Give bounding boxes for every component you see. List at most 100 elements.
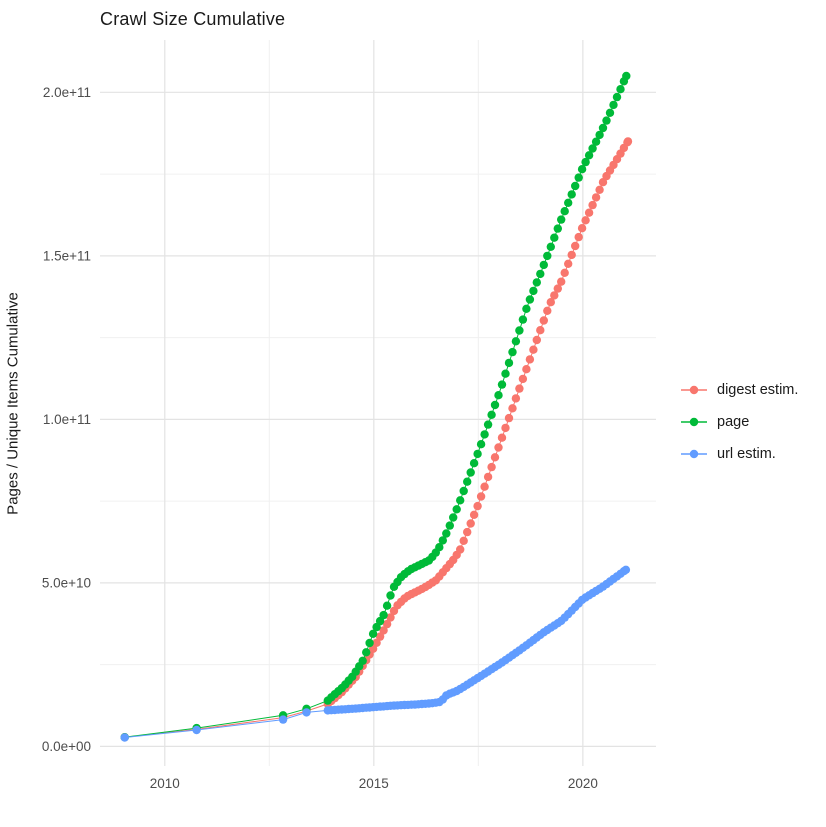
data-point [480,430,489,439]
data-point [539,260,548,270]
data-point [574,173,583,182]
data-point [501,369,510,378]
data-point [504,413,514,423]
data-point [508,347,517,357]
data-point [584,208,594,217]
data-point [605,108,615,118]
data-point [480,482,489,491]
data-point [525,295,535,304]
data-point [382,619,392,629]
axis-tick-labels: 0.0e+00 5.0e+10 1.0e+11 1.5e+11 2.0e+11 2010 2… [42,85,598,791]
x-tick-label: 2020 [568,776,598,791]
data-point [362,648,371,657]
gridlines-minor [100,40,656,766]
data-point [490,400,500,410]
data-point [564,198,573,207]
data-point [564,259,573,268]
data-point [588,144,597,153]
x-tick-label: 2010 [150,776,180,791]
data-point [515,384,524,393]
data-point [525,355,535,364]
data-point [483,420,493,429]
data-point [543,251,552,261]
data-point [591,137,601,146]
data-point [616,85,625,94]
data-point [508,404,517,413]
data-point [557,215,566,224]
data-point [466,519,475,528]
series-url-estim- [120,565,631,742]
data-point [529,286,538,296]
data-point [515,326,524,335]
data-point [560,268,569,277]
legend-item-page: page [680,406,798,438]
data-point [476,440,486,449]
data-point [497,433,507,442]
data-point [375,632,385,641]
data-point [302,708,311,717]
data-point [379,626,388,635]
data-point [557,277,566,286]
data-point [278,715,288,724]
data-point [550,291,559,300]
y-tick-label: 0.0e+00 [42,739,91,754]
data-point [372,638,381,647]
data-point [532,278,541,287]
data-point [456,545,465,554]
data-point [494,443,503,452]
data-point [581,157,590,167]
data-point [539,316,548,325]
series-digest-estim- [120,137,633,742]
data-point [368,629,378,638]
legend-key-page-icon [681,417,707,427]
y-tick-label: 1.0e+11 [43,412,91,427]
data-point [442,529,451,538]
data-point [445,521,454,530]
series-page [120,71,631,742]
data-point [494,391,503,400]
data-point [483,472,493,482]
data-point [621,565,631,574]
data-point [469,510,479,519]
legend: digest estim. page url estim. [680,374,798,470]
series-line [124,569,627,738]
legend-label-digest: digest estim. [717,382,799,398]
data-point [487,462,496,472]
data-point [571,241,580,251]
series-line [124,75,627,738]
data-point [584,151,594,160]
legend-item-url: url estim. [680,438,798,470]
data-point [553,284,562,293]
data-point [435,543,444,552]
data-point [456,496,465,505]
gridlines-major [100,40,656,766]
data-point [438,536,447,545]
data-point [473,449,482,459]
data-point [518,315,528,324]
data-point [567,190,576,199]
data-point [459,536,468,545]
data-point [536,326,545,335]
data-point [577,224,587,233]
data-point [449,513,458,522]
data-point [386,613,395,622]
data-point [192,725,201,735]
data-point [602,116,611,125]
data-point [543,306,552,315]
data-point [452,505,461,514]
data-point [120,733,129,742]
data-point [546,298,555,307]
data-point [463,477,472,486]
data-point [504,358,514,368]
data-point [609,100,618,110]
data-point [358,656,367,665]
data-point [497,380,507,389]
data-point [522,304,531,313]
data-point [553,224,562,233]
data-point [612,92,622,102]
legend-item-digest: digest estim. [680,374,798,406]
data-point [518,374,528,384]
data-point [577,165,587,174]
